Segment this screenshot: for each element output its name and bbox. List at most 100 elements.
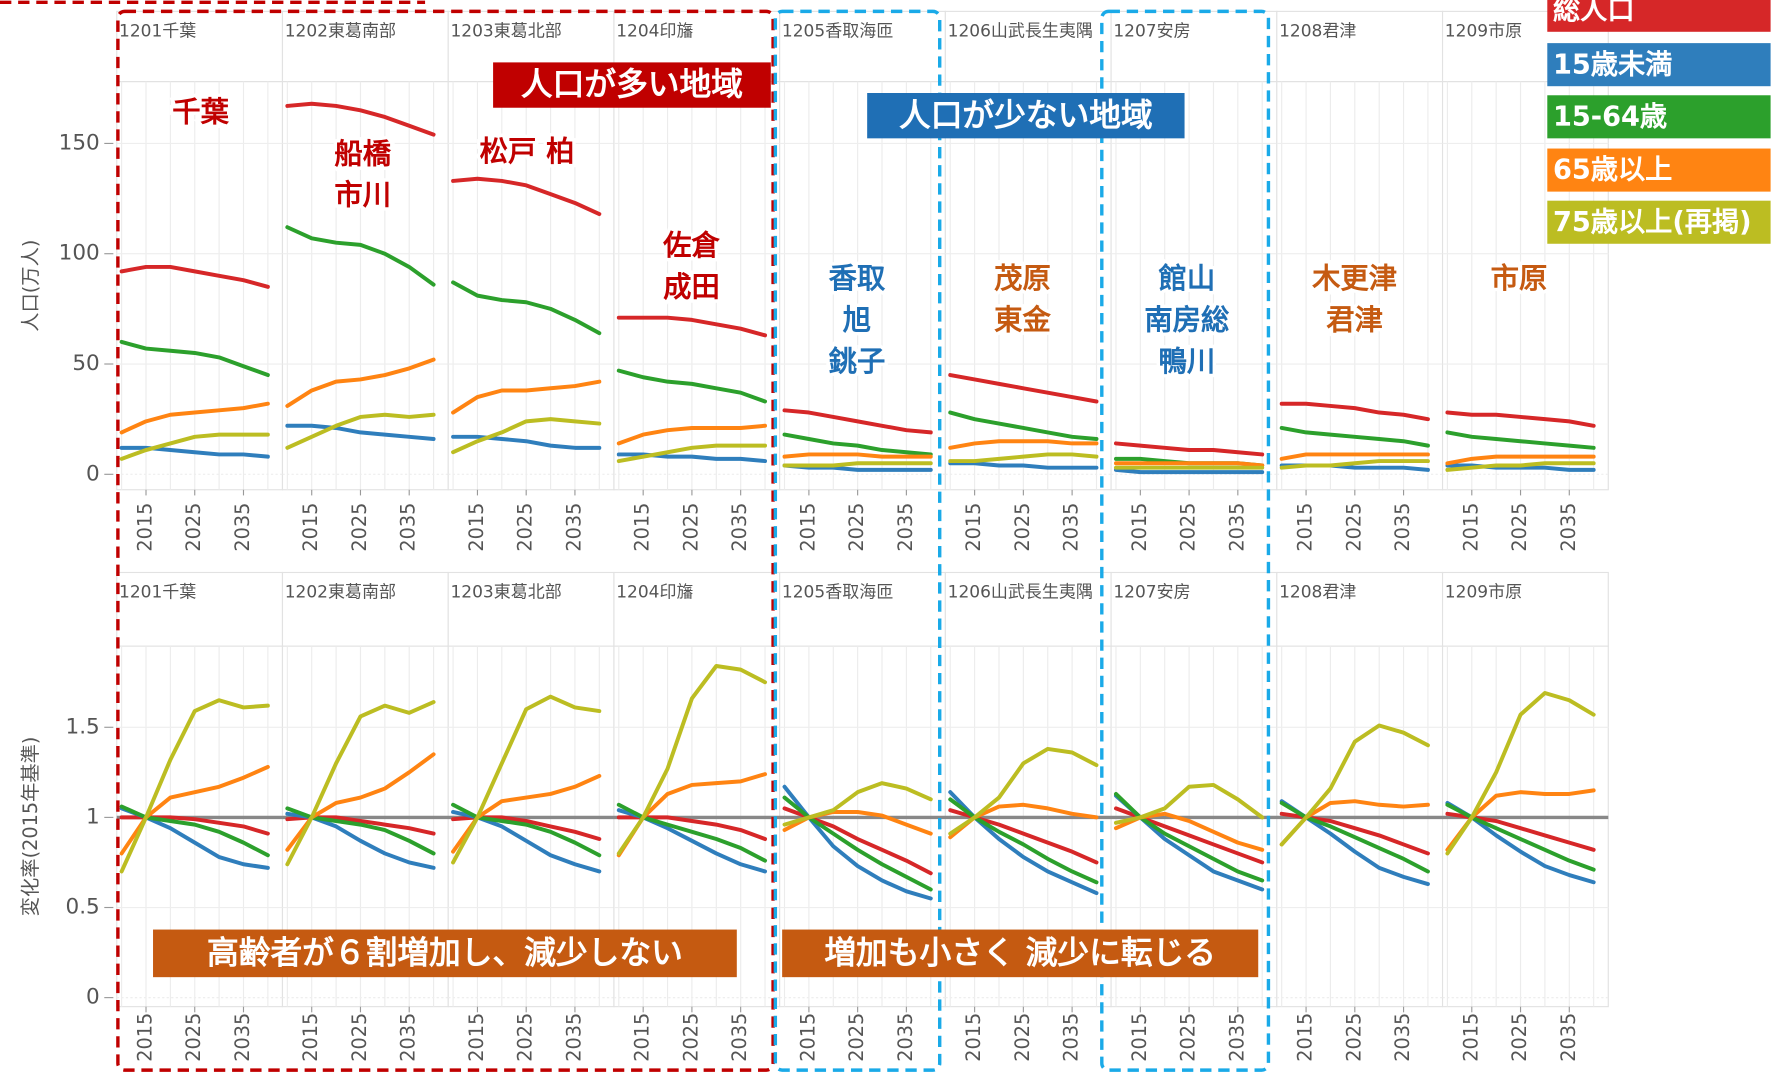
facet-title: 1208君津 xyxy=(1279,20,1357,41)
area-label: 香取 xyxy=(829,262,886,295)
facet-header xyxy=(1276,10,1444,83)
x-tick-label: 2015 xyxy=(1294,503,1317,552)
x-tick-label: 2035 xyxy=(231,1013,254,1062)
x-tick-label: 2015 xyxy=(796,503,819,552)
facet-header xyxy=(779,571,946,647)
callout-text: 増加も小さく 減少に転じる xyxy=(824,935,1216,971)
callout-text: 人口が多い地域 xyxy=(521,67,743,103)
facet-title: 1203東葛北部 xyxy=(450,20,562,41)
facet-title: 1201千葉 xyxy=(119,581,197,602)
facet-title-box: 1207安房 xyxy=(1113,20,1190,40)
x-tick-label: 2015 xyxy=(134,503,157,552)
facet-header xyxy=(281,571,449,647)
facet-title-box: 1204印旛 xyxy=(616,20,694,41)
x-tick-label: 2025 xyxy=(679,503,702,552)
series-line xyxy=(616,452,768,464)
x-tick-label: 2025 xyxy=(1508,1013,1531,1062)
area-label: 松戸 柏 xyxy=(480,135,575,168)
x-tick-label: 2015 xyxy=(796,1013,819,1062)
facet-header xyxy=(1441,571,1609,647)
facet-title: 1207安房 xyxy=(1113,581,1191,602)
facet-header xyxy=(1276,571,1444,647)
x-tick-label: 2025 xyxy=(1011,1013,1034,1062)
series-line xyxy=(119,698,270,874)
facet-title-box: 1201千葉 xyxy=(119,581,197,602)
area-label: 木更津 xyxy=(1311,262,1397,295)
area-label: 銚子 xyxy=(829,345,886,378)
area-label: 茂原 xyxy=(994,262,1051,295)
series-line xyxy=(1279,401,1430,422)
series-line xyxy=(1445,461,1596,472)
callout-box xyxy=(782,929,1259,978)
facet-title: 1206山武長生夷隅 xyxy=(947,20,1093,41)
series-line xyxy=(119,401,270,435)
line-layer xyxy=(119,101,1596,901)
area-label: 千葉 xyxy=(172,95,229,128)
x-tick-label: 2035 xyxy=(1391,503,1414,552)
series-line xyxy=(948,461,1099,470)
facet-title: 1209市原 xyxy=(1444,20,1523,41)
series-line xyxy=(1279,452,1430,461)
series-line xyxy=(782,432,933,457)
series-line xyxy=(782,463,933,472)
x-tick-label: 2035 xyxy=(728,503,751,552)
callout-box xyxy=(153,929,737,978)
facet-title: 1203東葛北部 xyxy=(450,581,562,602)
facet-plot xyxy=(281,81,449,491)
facet-title: 1204印旛 xyxy=(616,20,694,41)
x-tick-label: 2035 xyxy=(728,1013,751,1062)
series-line xyxy=(782,452,933,459)
series-line xyxy=(1445,463,1596,472)
x-tick-label: 2025 xyxy=(1508,503,1531,552)
y-tick-label: 1.5 xyxy=(66,714,100,739)
facet-title-box: 1209市原 xyxy=(1445,582,1522,602)
x-tick-label: 2015 xyxy=(1128,1013,1151,1062)
legend-swatch xyxy=(1547,148,1771,192)
x-tick-label: 2035 xyxy=(1225,1013,1248,1062)
facet-title-box: 1202東葛南部 xyxy=(285,582,396,602)
x-tick-label: 2015 xyxy=(465,503,488,552)
facet-plot xyxy=(944,81,1112,491)
area-label: 鴨川 xyxy=(1158,345,1215,378)
facet-title-box: 1205香取海匝 xyxy=(782,20,893,40)
x-tick-label: 2015 xyxy=(1294,1013,1317,1062)
series-line xyxy=(285,225,436,287)
y-tick-label: 100 xyxy=(59,241,100,266)
x-tick-label: 2015 xyxy=(299,1013,322,1062)
series-line xyxy=(616,664,768,856)
x-tick-label: 2035 xyxy=(562,1013,585,1062)
x-tick-label: 2025 xyxy=(1011,503,1034,552)
callout-box xyxy=(493,62,771,108)
area-label: 佐倉 xyxy=(662,229,720,262)
series-line xyxy=(285,412,436,450)
series-line xyxy=(948,746,1099,836)
series-line xyxy=(948,452,1099,464)
x-tick-label: 2025 xyxy=(1342,1013,1365,1062)
facet-title-box: 1208君津 xyxy=(1279,582,1356,602)
series-line xyxy=(1445,454,1596,466)
series-line xyxy=(1113,782,1265,825)
facet-title-box: 1207安房 xyxy=(1113,581,1191,602)
facet-title: 1202東葛南部 xyxy=(284,20,397,41)
x-tick-label: 2035 xyxy=(562,503,585,552)
y-tick-label: 0 xyxy=(86,461,100,486)
x-tick-label: 2035 xyxy=(894,503,917,552)
area-label: 館山 xyxy=(1158,262,1215,295)
legend-label: 総人口 xyxy=(1553,0,1635,26)
x-tick-label: 2035 xyxy=(1225,503,1248,552)
area-label: 市川 xyxy=(334,179,391,212)
facet-title-box: 1202東葛南部 xyxy=(284,20,397,41)
facet-plot xyxy=(1276,645,1444,1008)
x-tick-label: 2015 xyxy=(962,503,985,552)
facet-title-box: 1206山武長生夷隅 xyxy=(948,582,1093,602)
legend-label: 15-64歳 xyxy=(1553,101,1667,132)
facet-plot xyxy=(613,81,781,491)
facet-title: 1201千葉 xyxy=(119,20,197,41)
facet-title-box: 1204印旛 xyxy=(616,582,693,602)
y-tick-label: 150 xyxy=(59,130,100,155)
series-line xyxy=(948,373,1099,404)
base-layer: 人口(万人) 0 50 100 150 1201千葉 2015 2025 2035 1202東葛南… xyxy=(19,10,1609,1062)
legend-swatch xyxy=(1547,0,1771,32)
